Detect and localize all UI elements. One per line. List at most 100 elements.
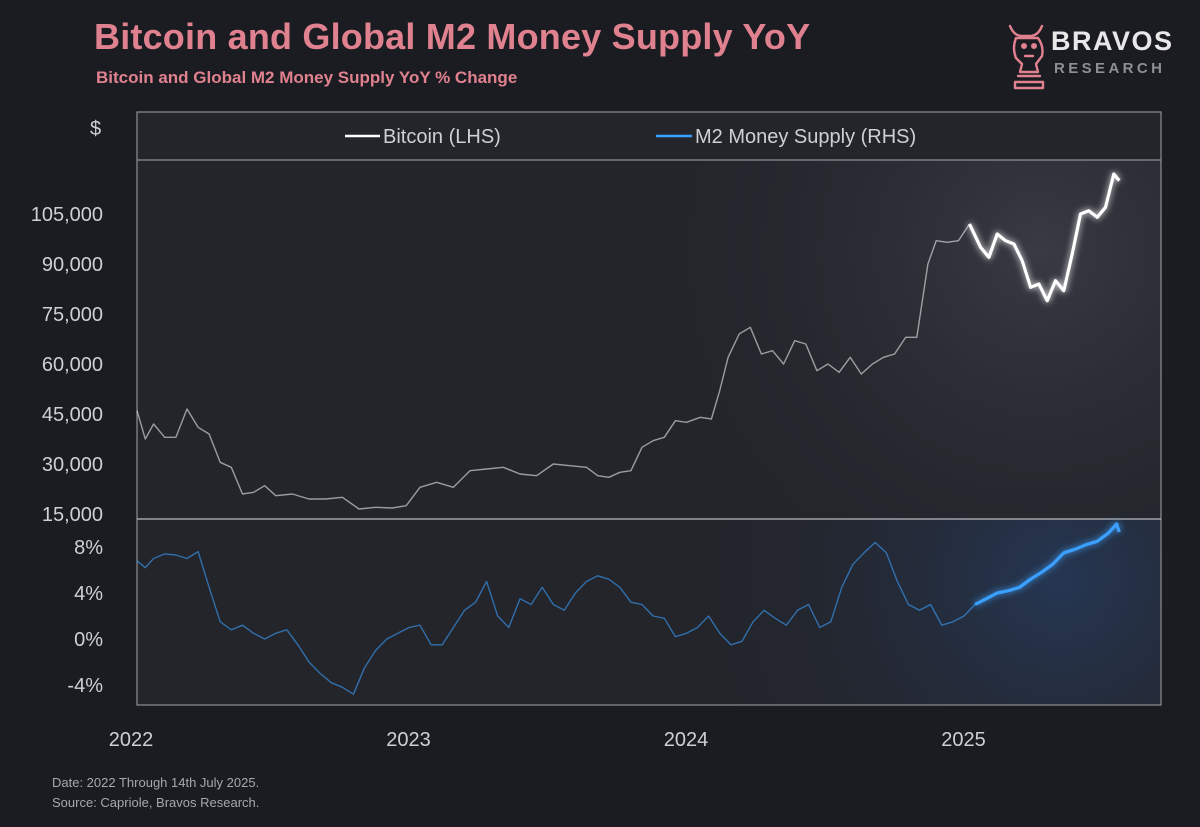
m2-point-10 xyxy=(242,624,244,626)
btc-point-51 xyxy=(794,340,796,342)
btc-point-46 xyxy=(738,333,740,335)
m2-line-history xyxy=(136,541,976,695)
btc-point-45 xyxy=(727,356,729,358)
y-tick-label-bottom-1: 0% xyxy=(74,629,103,651)
btc-point-80 xyxy=(1080,213,1082,215)
bull-knight-icon xyxy=(1008,24,1045,90)
m2-point-1 xyxy=(144,567,146,569)
m2-point-47 xyxy=(652,615,654,617)
m2-point-23 xyxy=(386,638,388,640)
y-tick-label-top-2: 45,000 xyxy=(42,404,103,426)
btc-point-15 xyxy=(308,498,310,500)
btc-point-13 xyxy=(275,495,277,497)
btc-line-history xyxy=(136,223,971,510)
btc-point-56 xyxy=(849,356,851,358)
btc-point-26 xyxy=(486,468,488,470)
m2-point-27 xyxy=(430,644,432,646)
btc-point-33 xyxy=(597,475,599,477)
m2-point-37 xyxy=(541,586,543,588)
legend-label-m2: M2 Money Supply (RHS) xyxy=(695,126,916,148)
m2-point-7 xyxy=(208,586,210,588)
m2-point-35 xyxy=(519,598,521,600)
m2-point-88 xyxy=(1107,532,1109,534)
m2-point-77 xyxy=(985,598,987,600)
m2-point-61 xyxy=(808,604,810,606)
m2-point-72 xyxy=(930,604,932,606)
brand-tagline: RESEARCH xyxy=(1054,60,1166,77)
btc-point-16 xyxy=(325,498,327,500)
btc-point-19 xyxy=(375,506,377,508)
m2-point-81 xyxy=(1030,578,1032,580)
btc-point-31 xyxy=(569,465,571,467)
x-tick-label-3: 2025 xyxy=(941,729,986,751)
bitcoin-series xyxy=(136,172,1121,510)
btc-point-72 xyxy=(1013,243,1015,245)
m2-point-18 xyxy=(330,682,332,684)
btc-point-17 xyxy=(342,496,344,498)
x-tick-label-1: 2023 xyxy=(386,729,431,751)
top-y-axis: 15,000 30,000 45,000 60,000 75,000 90,000 105,… xyxy=(31,204,103,526)
btc-point-32 xyxy=(586,466,588,468)
m2-point-16 xyxy=(308,661,310,663)
btc-point-12 xyxy=(264,485,266,487)
m2-point-33 xyxy=(497,615,499,617)
btc-point-83 xyxy=(1105,206,1107,208)
m2-point-32 xyxy=(486,581,488,583)
m2-point-84 xyxy=(1063,552,1065,554)
btc-point-8 xyxy=(219,461,221,463)
m2-point-73 xyxy=(941,624,943,626)
m2-point-14 xyxy=(286,629,288,631)
m2-point-39 xyxy=(563,609,565,611)
btc-point-58 xyxy=(872,363,874,365)
m2-point-15 xyxy=(297,644,299,646)
btc-point-50 xyxy=(783,363,785,365)
m2-point-56 xyxy=(752,621,754,623)
btc-point-85 xyxy=(1118,180,1120,182)
bottom-y-axis: -4% 0% 4% 8% xyxy=(67,537,103,697)
btc-point-70 xyxy=(996,233,998,235)
btc-point-75 xyxy=(1038,283,1040,285)
btc-point-55 xyxy=(838,371,840,373)
m2-point-57 xyxy=(763,609,765,611)
m2-point-9 xyxy=(230,629,232,631)
m2-point-25 xyxy=(408,627,410,629)
btc-point-52 xyxy=(805,343,807,345)
m2-point-86 xyxy=(1085,544,1087,546)
m2-point-90 xyxy=(1118,531,1120,533)
date-note: Date: 2022 Through 14th July 2025. xyxy=(52,775,260,790)
m2-point-59 xyxy=(785,624,787,626)
y-tick-label-top-1: 30,000 xyxy=(42,454,103,476)
x-tick-label-2: 2024 xyxy=(664,729,709,751)
y-tick-label-bottom-3: 8% xyxy=(74,537,103,559)
m2-point-67 xyxy=(874,542,876,544)
btc-point-43 xyxy=(711,418,713,420)
btc-point-60 xyxy=(894,353,896,355)
m2-point-8 xyxy=(219,621,221,623)
m2-series xyxy=(136,522,1121,695)
btc-point-53 xyxy=(816,370,818,372)
m2-point-76 xyxy=(974,604,976,606)
btc-point-24 xyxy=(453,486,455,488)
m2-point-75 xyxy=(963,615,965,617)
page-title: Bitcoin and Global M2 Money Supply YoY xyxy=(94,16,811,57)
legend-label-bitcoin: Bitcoin (LHS) xyxy=(383,126,501,148)
m2-point-34 xyxy=(508,627,510,629)
btc-line-recent xyxy=(968,172,1121,303)
btc-point-68 xyxy=(980,246,982,248)
m2-point-83 xyxy=(1052,563,1054,565)
m2-point-66 xyxy=(863,552,865,554)
btc-point-40 xyxy=(675,420,677,422)
btc-point-10 xyxy=(242,493,244,495)
m2-point-80 xyxy=(1019,586,1021,588)
btc-point-73 xyxy=(1021,260,1023,262)
btc-point-22 xyxy=(419,486,421,488)
y-tick-label-top-3: 60,000 xyxy=(42,354,103,376)
btc-point-30 xyxy=(552,463,554,465)
btc-point-71 xyxy=(1005,240,1007,242)
btc-point-59 xyxy=(883,356,885,358)
btc-point-7 xyxy=(208,433,210,435)
page-subtitle: Bitcoin and Global M2 Money Supply YoY %… xyxy=(96,68,518,87)
btc-point-34 xyxy=(608,476,610,478)
btc-point-62 xyxy=(916,336,918,338)
btc-point-44 xyxy=(719,390,721,392)
